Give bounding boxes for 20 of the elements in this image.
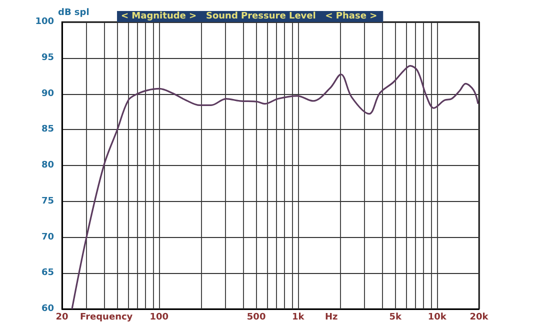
y-tick-label: 100 <box>35 17 54 27</box>
y-tick-label: 60 <box>41 304 54 314</box>
x-tick-label: 1k <box>292 312 306 322</box>
x-tick-label: 20 <box>56 312 68 322</box>
x-tick-label: 500 <box>246 312 266 322</box>
y-tick-label: 70 <box>41 232 54 242</box>
x-tick-label: 5k <box>389 312 402 322</box>
x-tick-label: 10k <box>428 312 448 322</box>
x-tick-label: 20k <box>470 312 490 322</box>
x-axis-title: Frequency <box>80 312 133 322</box>
y-axis-title: dB spl <box>58 8 90 18</box>
y-tick-label: 80 <box>41 160 54 170</box>
y-tick-label: 65 <box>41 268 54 278</box>
y-tick-label: 90 <box>41 88 54 99</box>
chart-title: < Magnitude > Sound Pressure Level < Phase > <box>121 12 378 22</box>
x-tick-label: 100 <box>150 312 169 322</box>
y-tick-label: 75 <box>41 196 54 206</box>
y-tick-label: 85 <box>41 124 54 135</box>
y-tick-label: 95 <box>41 52 54 63</box>
text: Hz <box>325 312 338 322</box>
